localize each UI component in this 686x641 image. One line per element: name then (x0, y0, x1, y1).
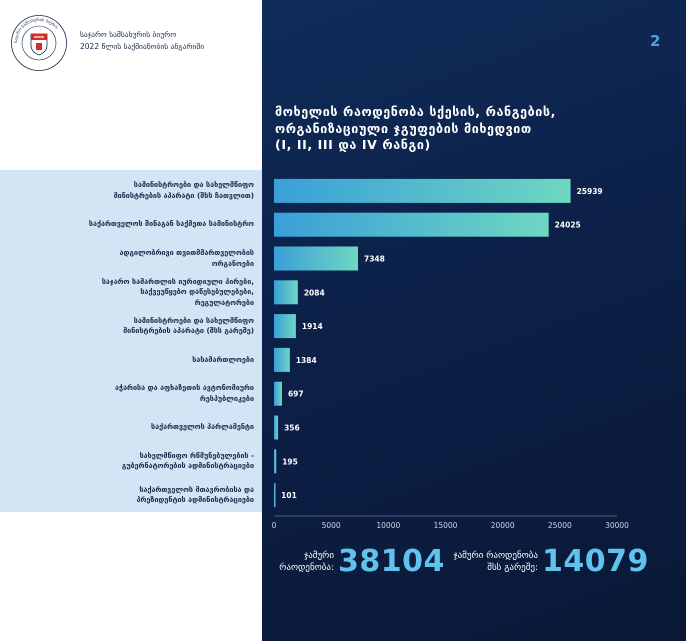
bar (274, 314, 296, 339)
total-count-block: ჯამური რაოდენობა: 38104 (262, 544, 444, 584)
category-label-line: რეგულატორები (194, 297, 254, 307)
bar-value-label: 356 (284, 424, 300, 433)
chart-title-line: მოხელის რაოდენობა სქესის, რანგების, (275, 104, 556, 119)
category-label: აჭარისა და აფხაზეთის ავტონომიური რესპუბლი… (40, 377, 254, 411)
bar-value-label: 2084 (304, 288, 325, 297)
total-label-line1: ჯამური (304, 551, 334, 561)
organization-name: საჯარო სამსახურის ბიურო 2022 წლის საქმია… (80, 29, 204, 53)
category-label-line: საქართველოს შინაგან საქმეთა სამინისტრო (88, 219, 254, 229)
bar (274, 246, 359, 271)
org-line-1: საჯარო სამსახურის ბიურო (80, 30, 177, 39)
mia-label-line2: შსს გარეშე: (487, 563, 538, 573)
bar-value-label: 1914 (302, 322, 323, 331)
category-label-band (0, 170, 274, 512)
bar (274, 381, 282, 406)
x-tick-label: 15000 (434, 521, 458, 530)
bar-value-label: 7348 (364, 255, 385, 264)
bar-value-label: 101 (281, 491, 297, 500)
total-without-mia-value: 14079 (542, 544, 649, 579)
x-tick-label: 25000 (548, 521, 572, 530)
category-label: სამინისტროები და სახელმწიფო მინისტრების ა… (40, 174, 254, 208)
horizontal-bar-chart: 25939 24025 7348 2084 1914 1384 697 356 195 101 0 5… (272, 178, 629, 530)
bar (274, 280, 298, 305)
category-label: საქართველოს პარლამენტი (40, 411, 254, 445)
category-label: სასამართლოები (40, 343, 254, 377)
category-label: სამინისტროები და სახელმწიფო მინისტრების ა… (40, 309, 254, 343)
category-label-line: საჯარო სამართლის იურიდიული პირები, (101, 276, 254, 286)
category-label-line: სასამართლოები (192, 354, 254, 364)
category-label-line: ორგანოები (211, 258, 254, 268)
bar (274, 212, 549, 237)
category-label-line: აჭარისა და აფხაზეთის ავტონომიური (115, 383, 254, 393)
category-label-line: საქართველოს პარლამენტი (151, 422, 254, 432)
bureau-logo: საჯარო სამსახურის ბიურო (11, 15, 67, 71)
total-value: 38104 (338, 544, 445, 579)
category-label-line: სამინისტროები და სახელმწიფო (133, 180, 254, 190)
category-label: ადგილობრივი თვითმმართველობის ორგანოები (40, 242, 254, 276)
category-label-line: სახელმწიფო რწმუნებულების - (139, 450, 254, 460)
category-label-line: პრეზიდენტის ადმინისტრაციები (136, 495, 254, 505)
category-label-line: გუბერნატორების ადმინისტრაციები (121, 461, 254, 471)
bar (274, 347, 290, 372)
category-label: სახელმწიფო რწმუნებულების - გუბერნატორების… (40, 444, 254, 478)
org-line-2: 2022 წლის საქმიანობის ანგარიში (80, 42, 205, 51)
x-tick-label: 10000 (376, 521, 400, 530)
chart-title: მოხელის რაოდენობა სქესის, რანგების, ორგა… (275, 104, 615, 154)
x-tick-label: 30000 (605, 521, 629, 530)
category-label-line: სამინისტროები და სახელმწიფო (133, 315, 254, 325)
category-label-line: მინისტრების აპარატი (შსს ჩათვლით) (113, 190, 254, 200)
bar (274, 449, 277, 474)
bar (274, 415, 279, 440)
bar-value-label: 697 (288, 390, 304, 399)
category-label: საჯარო სამართლის იურიდიული პირები, საქვეუ… (40, 275, 254, 309)
category-label-line: საქვეუწყებო დაწესებულებები, (140, 287, 254, 297)
total-without-mia-block: ჯამური რაოდენობა შსს გარეშე: 14079 (430, 544, 649, 584)
bar (274, 178, 571, 203)
category-label: საქართველოს შინაგან საქმეთა სამინისტრო (40, 208, 254, 242)
category-label-line: რესპუბლიკები (199, 393, 254, 403)
x-tick-label: 5000 (322, 521, 341, 530)
category-label-line: მინისტრების აპარატი (შსს გარეშე) (123, 326, 254, 336)
bar (274, 483, 276, 508)
total-label-line2: რაოდენობა: (279, 563, 334, 573)
x-tick-label: 20000 (491, 521, 515, 530)
category-label: საქართველოს მთავრობისა და პრეზიდენტის ადმ… (40, 478, 254, 512)
chart-panel (262, 0, 686, 641)
category-label-line: ადგილობრივი თვითმმართველობის (119, 248, 254, 257)
mia-label-line1: ჯამური რაოდენობა (453, 551, 539, 561)
bar-value-label: 25939 (577, 187, 603, 196)
bar-value-label: 195 (282, 457, 298, 466)
category-label-line: საქართველოს მთავრობისა და (139, 484, 254, 494)
chart-title-line: ორგანიზაციული ჯგუფების მიხედვით (275, 120, 532, 136)
page-number: 2 (650, 32, 661, 50)
bar-value-label: 24025 (555, 221, 581, 230)
bar-value-label: 1384 (296, 356, 317, 365)
chart-title-line: (I, II, III და IV რანგი) (275, 137, 431, 152)
x-tick-label: 0 (272, 521, 277, 530)
